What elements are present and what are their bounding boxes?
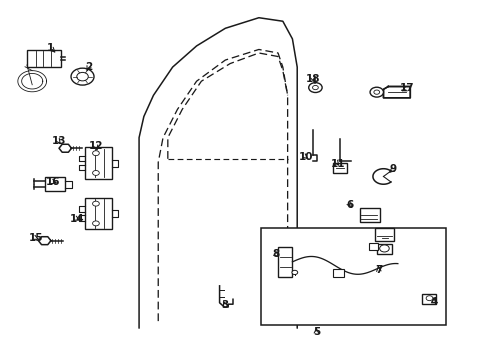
Bar [278, 247, 292, 277]
Text: 4: 4 [429, 297, 437, 307]
Circle shape [92, 151, 99, 156]
Bar [332, 269, 343, 277]
Circle shape [379, 245, 388, 252]
Circle shape [369, 87, 383, 97]
Circle shape [71, 68, 94, 85]
Circle shape [77, 72, 88, 81]
Bar [85, 147, 112, 179]
Bar [332, 163, 346, 173]
Text: 11: 11 [330, 159, 345, 169]
Text: 18: 18 [305, 75, 320, 85]
Bar [375, 228, 393, 242]
Text: 10: 10 [298, 152, 312, 162]
Bar [44, 177, 65, 191]
Circle shape [373, 90, 379, 94]
Text: 13: 13 [51, 136, 66, 146]
Circle shape [92, 221, 99, 226]
Text: 17: 17 [399, 83, 414, 93]
Bar [261, 228, 445, 325]
Text: 7: 7 [374, 265, 382, 275]
Bar [376, 244, 391, 254]
Text: 9: 9 [389, 165, 396, 174]
Circle shape [92, 171, 99, 175]
Bar [27, 50, 61, 67]
Text: 15: 15 [29, 233, 43, 243]
Bar [85, 198, 112, 229]
Text: 14: 14 [69, 214, 84, 224]
Text: 6: 6 [346, 200, 353, 210]
Bar [359, 208, 379, 222]
Text: 8: 8 [271, 249, 279, 259]
Circle shape [312, 85, 318, 90]
Bar [368, 243, 377, 249]
Text: 5: 5 [312, 327, 319, 337]
Text: 12: 12 [88, 141, 103, 152]
Bar [421, 294, 435, 304]
Circle shape [291, 270, 297, 275]
Text: 3: 3 [221, 300, 228, 310]
Circle shape [92, 201, 99, 206]
Circle shape [425, 296, 432, 301]
Polygon shape [383, 86, 409, 98]
Text: 16: 16 [45, 177, 60, 187]
Circle shape [308, 83, 322, 93]
Text: 2: 2 [85, 62, 92, 72]
Text: 1: 1 [47, 43, 54, 53]
